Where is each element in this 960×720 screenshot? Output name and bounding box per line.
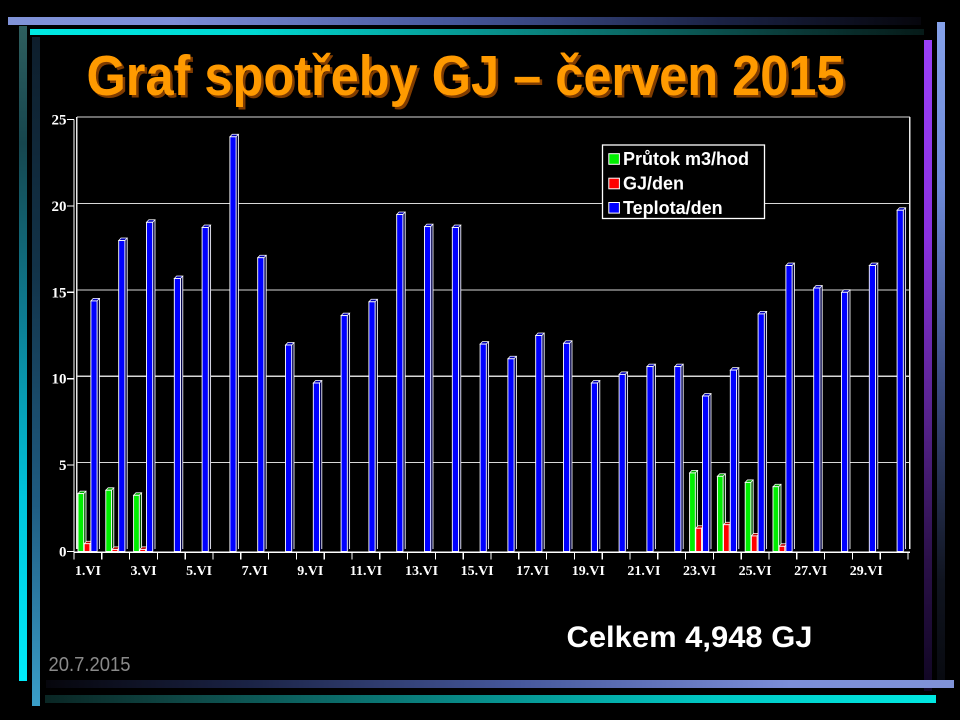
svg-text:15.VI: 15.VI: [461, 564, 494, 579]
svg-text:Celkem 4,948 GJ: Celkem 4,948 GJ: [567, 621, 813, 654]
svg-text:21.VI: 21.VI: [627, 564, 660, 579]
svg-text:0: 0: [59, 545, 67, 561]
svg-text:10: 10: [52, 372, 67, 388]
svg-text:Graf spotřeby GJ – červen 2015: Graf spotřeby GJ – červen 2015: [89, 47, 847, 111]
svg-text:15: 15: [52, 285, 67, 301]
svg-text:20.7.2015: 20.7.2015: [49, 653, 131, 676]
svg-text:5: 5: [59, 458, 67, 474]
svg-text:7.VI: 7.VI: [242, 564, 268, 579]
svg-text:9.VI: 9.VI: [297, 564, 323, 579]
svg-text:20: 20: [52, 199, 67, 215]
svg-text:Průtok m3/hod: Průtok m3/hod: [623, 149, 749, 169]
svg-text:5.VI: 5.VI: [186, 564, 212, 579]
svg-text:27.VI: 27.VI: [794, 564, 827, 579]
svg-text:GJ/den: GJ/den: [623, 174, 684, 194]
svg-text:25.VI: 25.VI: [739, 564, 772, 579]
svg-text:25: 25: [52, 113, 67, 129]
svg-text:17.VI: 17.VI: [516, 564, 549, 579]
svg-text:3.VI: 3.VI: [130, 564, 156, 579]
svg-text:Graf spotřeby GJ – červen 2015: Graf spotřeby GJ – červen 2015: [87, 44, 845, 108]
svg-text:19.VI: 19.VI: [572, 564, 605, 579]
svg-text:13.VI: 13.VI: [405, 564, 438, 579]
svg-text:23.VI: 23.VI: [683, 564, 716, 579]
svg-text:1.VI: 1.VI: [75, 564, 101, 579]
svg-text:29.VI: 29.VI: [850, 564, 883, 579]
svg-text:11.VI: 11.VI: [350, 564, 382, 579]
svg-text:Teplota/den: Teplota/den: [623, 198, 723, 218]
